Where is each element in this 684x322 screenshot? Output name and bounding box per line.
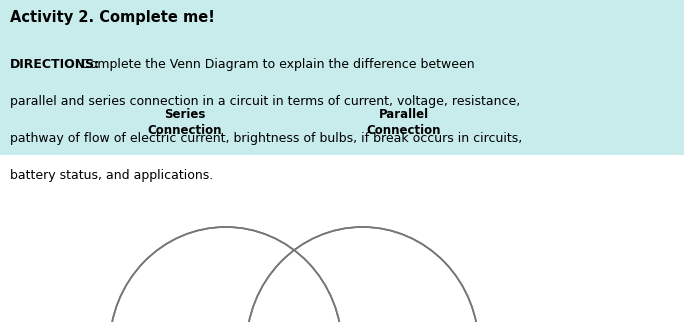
Text: battery status, and applications.: battery status, and applications. bbox=[10, 169, 213, 182]
Text: Complete the Venn Diagram to explain the difference between: Complete the Venn Diagram to explain the… bbox=[77, 58, 475, 71]
Text: Parallel
Connection: Parallel Connection bbox=[367, 108, 440, 137]
Bar bbox=[0, 155, 684, 322]
Text: DIRECTIONS:: DIRECTIONS: bbox=[10, 58, 101, 71]
Ellipse shape bbox=[109, 227, 342, 322]
Text: Series
Connection: Series Connection bbox=[148, 108, 222, 137]
Text: pathway of flow of electric current, brightness of bulbs, if break occurs in cir: pathway of flow of electric current, bri… bbox=[10, 132, 523, 145]
Ellipse shape bbox=[246, 227, 479, 322]
Text: parallel and series connection in a circuit in terms of current, voltage, resist: parallel and series connection in a circ… bbox=[10, 95, 521, 108]
Text: Activity 2. Complete me!: Activity 2. Complete me! bbox=[10, 10, 215, 25]
